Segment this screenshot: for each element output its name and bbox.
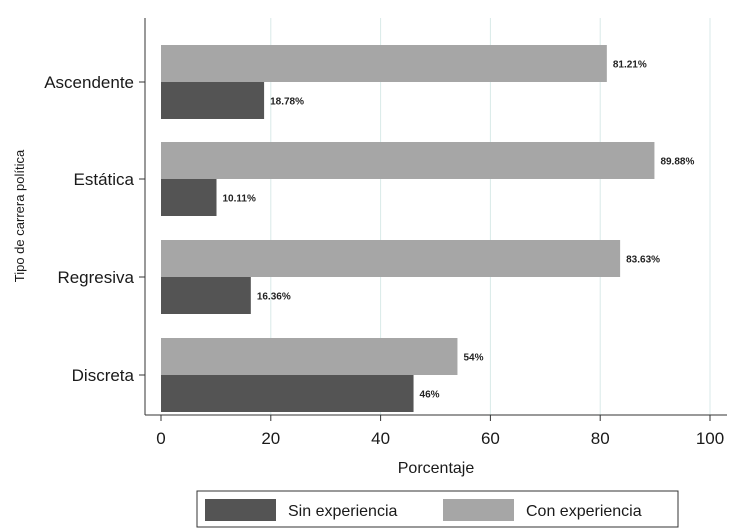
bar-sin-experiencia xyxy=(161,277,251,314)
bar-sin-experiencia xyxy=(161,179,217,216)
data-label: 81.21% xyxy=(613,60,647,71)
y-axis-title: Tipo de carrera política xyxy=(12,149,27,282)
legend: Sin experiencia Con experiencia xyxy=(196,490,679,528)
bar-con-experiencia xyxy=(161,240,621,277)
x-tick-label: 100 xyxy=(696,429,724,448)
bars xyxy=(161,45,655,412)
bar-con-experiencia xyxy=(161,338,458,375)
legend-label-sin-experiencia: Sin experiencia xyxy=(288,503,398,520)
x-tick-label: 0 xyxy=(156,429,165,448)
legend-label-con-experiencia: Con experiencia xyxy=(526,503,642,520)
bar-con-experiencia xyxy=(161,45,607,82)
data-label: 54% xyxy=(463,353,483,364)
category-label: Ascendente xyxy=(44,73,134,92)
data-label: 89.88% xyxy=(660,157,694,168)
data-label: 16.36% xyxy=(257,292,291,303)
x-tick-label: 40 xyxy=(371,429,390,448)
x-axis-ticks: 0 20 40 60 80 100 xyxy=(156,415,724,448)
category-labels: Ascendente Estática Regresiva Discreta xyxy=(44,73,145,385)
bar-sin-experiencia xyxy=(161,375,414,412)
category-label: Regresiva xyxy=(57,268,134,287)
x-tick-label: 20 xyxy=(261,429,280,448)
data-label: 83.63% xyxy=(626,255,660,266)
legend-box xyxy=(196,490,679,528)
category-label: Estática xyxy=(74,170,135,189)
data-label: 46% xyxy=(420,390,440,401)
legend-swatch-sin-experiencia xyxy=(205,499,276,521)
bar-con-experiencia xyxy=(161,142,655,179)
bar-sin-experiencia xyxy=(161,82,265,119)
x-tick-label: 80 xyxy=(591,429,610,448)
x-tick-label: 60 xyxy=(481,429,500,448)
data-label: 18.78% xyxy=(270,97,304,108)
legend-swatch-con-experiencia xyxy=(443,499,514,521)
category-label: Discreta xyxy=(72,366,135,385)
data-label: 10.11% xyxy=(223,194,256,205)
data-labels: 81.21% 18.78% 89.88% 10.11% 83.63% 16.36% 54% 4… xyxy=(223,60,695,401)
x-axis-title: Porcentaje xyxy=(398,460,475,477)
